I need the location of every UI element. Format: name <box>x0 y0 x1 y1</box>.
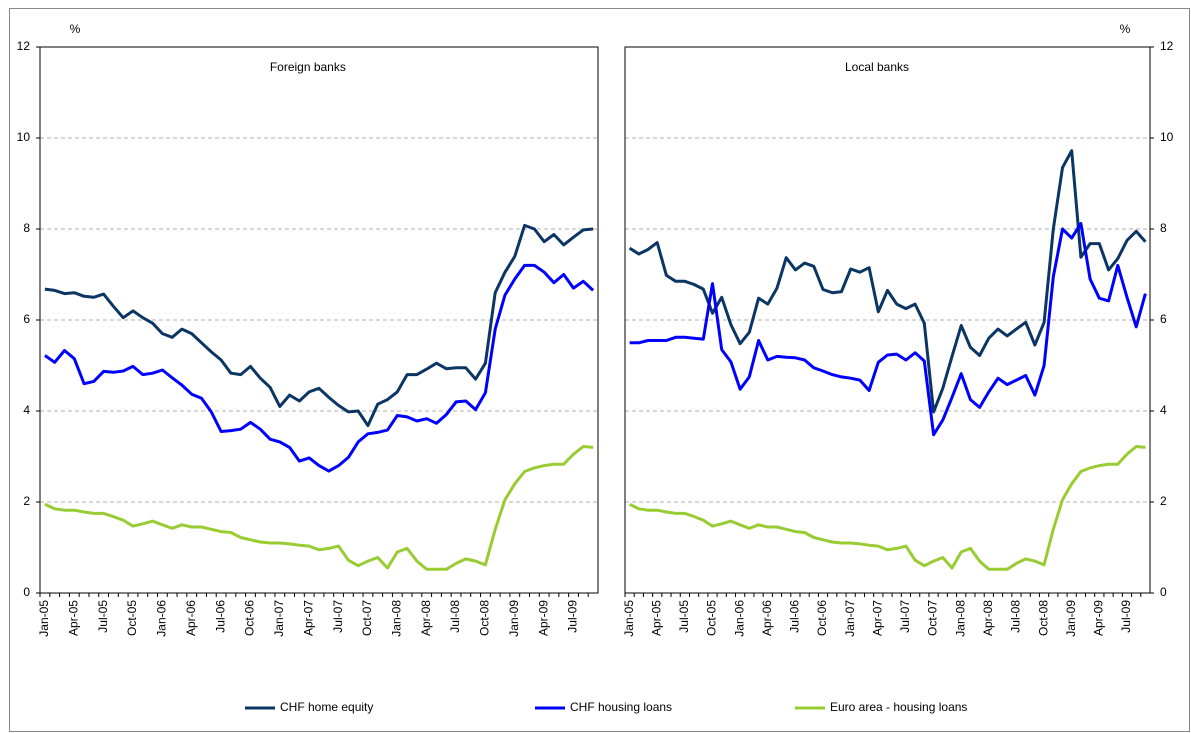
x-tick-label: Jan-06 <box>732 600 746 637</box>
x-tick-label: Jul-08 <box>1009 600 1023 633</box>
x-tick-label: Apr-05 <box>66 600 80 636</box>
x-tick-label: Jul-05 <box>677 600 691 633</box>
y-tick-label: 10 <box>17 130 31 144</box>
series-line <box>44 445 594 571</box>
x-tick-label: Oct-07 <box>360 600 374 636</box>
x-tick-label: Apr-06 <box>184 600 198 636</box>
x-tick-label: Jul-06 <box>788 600 802 633</box>
panel-title: Local banks <box>845 60 909 74</box>
series-line <box>44 223 594 428</box>
x-tick-label: Oct-08 <box>478 600 492 636</box>
panel-title: Foreign banks <box>270 60 346 74</box>
x-tick-label: Apr-09 <box>1092 600 1106 636</box>
x-tick-label: Apr-06 <box>760 600 774 636</box>
x-tick-label: Oct-05 <box>125 600 139 636</box>
y-tick-label: 8 <box>1160 221 1167 235</box>
x-tick-label: Jul-05 <box>96 600 110 633</box>
x-tick-label: Apr-09 <box>536 600 550 636</box>
x-tick-label: Jan-07 <box>272 600 286 637</box>
x-tick-label: Jan-05 <box>622 600 636 637</box>
frame <box>9 8 1190 732</box>
y-tick-label: 10 <box>1160 130 1174 144</box>
x-tick-label: Jan-08 <box>389 600 403 637</box>
y-tick-label: 4 <box>23 403 30 417</box>
y-tick-label: 4 <box>1160 403 1167 417</box>
y-tick-label: 12 <box>1160 39 1174 53</box>
x-tick-label: Apr-07 <box>301 600 315 636</box>
y-tick-label: 6 <box>23 312 30 326</box>
x-tick-label: Jan-09 <box>1064 600 1078 637</box>
y-tick-label: 12 <box>17 39 31 53</box>
legend-label: CHF housing loans <box>570 700 672 714</box>
x-tick-label: Jul-09 <box>1119 600 1133 633</box>
x-tick-label: Oct-06 <box>243 600 257 636</box>
plot-area <box>624 46 1151 594</box>
x-tick-label: Jul-06 <box>213 600 227 633</box>
x-tick-label: Oct-07 <box>926 600 940 636</box>
legend-label: Euro area - housing loans <box>830 700 967 714</box>
x-tick-label: Oct-05 <box>705 600 719 636</box>
legend-label: CHF home equity <box>280 700 373 714</box>
y-tick-label: 6 <box>1160 312 1167 326</box>
series-line <box>44 263 595 473</box>
x-tick-label: Apr-08 <box>981 600 995 636</box>
x-tick-label: Apr-08 <box>419 600 433 636</box>
x-tick-label: Oct-06 <box>815 600 829 636</box>
series-line <box>628 445 1146 571</box>
plot-area <box>39 46 599 594</box>
x-tick-label: Oct-08 <box>1036 600 1050 636</box>
series-line <box>629 222 1147 437</box>
x-tick-label: Jul-07 <box>331 600 345 633</box>
series-line <box>628 149 1147 414</box>
y-tick-label: 0 <box>1160 585 1167 599</box>
x-tick-label: Jul-07 <box>898 600 912 633</box>
y-unit-label: % <box>1120 22 1131 36</box>
x-tick-label: Jul-08 <box>448 600 462 633</box>
x-tick-label: Jul-09 <box>566 600 580 633</box>
y-unit-label: % <box>70 22 81 36</box>
x-tick-label: Jan-07 <box>843 600 857 637</box>
x-tick-label: Jan-09 <box>507 600 521 637</box>
x-tick-label: Jan-08 <box>953 600 967 637</box>
y-tick-label: 0 <box>23 585 30 599</box>
x-tick-label: Jan-05 <box>37 600 51 637</box>
y-tick-label: 8 <box>23 221 30 235</box>
x-tick-label: Jan-06 <box>155 600 169 637</box>
y-tick-label: 2 <box>1160 494 1167 508</box>
x-tick-label: Apr-07 <box>870 600 884 636</box>
y-tick-label: 2 <box>23 494 30 508</box>
x-tick-label: Apr-05 <box>649 600 663 636</box>
